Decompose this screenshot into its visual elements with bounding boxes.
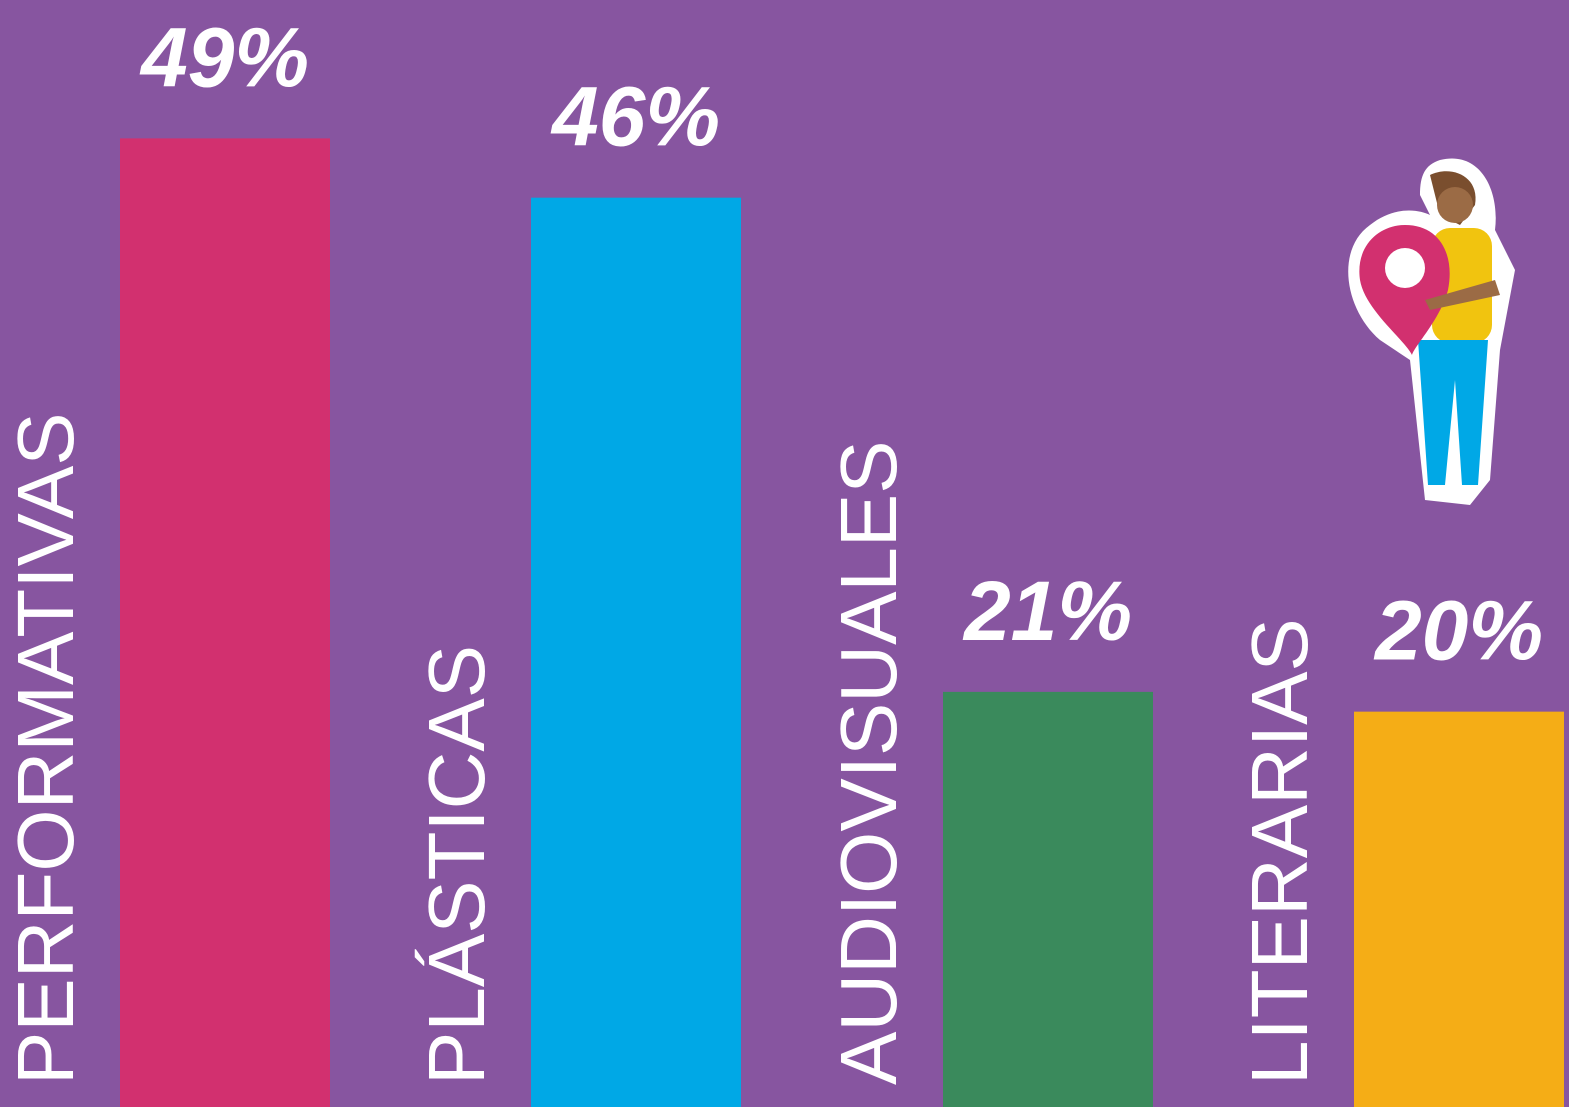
bar: [943, 691, 1153, 1107]
category-label: PLÁSTICAS: [412, 645, 501, 1085]
bar: [120, 138, 330, 1107]
category-label: PERFORMATIVAS: [1, 412, 90, 1085]
bar: [531, 197, 741, 1107]
value-label: 21%: [962, 564, 1132, 658]
value-label: 20%: [1373, 584, 1543, 678]
illustration: [1348, 158, 1515, 505]
category-label: AUDIOVISUALES: [824, 440, 913, 1085]
category-label: LITERARIAS: [1235, 618, 1324, 1085]
bar: [1354, 711, 1564, 1107]
value-label: 46%: [550, 70, 720, 164]
value-label: 49%: [139, 10, 309, 104]
